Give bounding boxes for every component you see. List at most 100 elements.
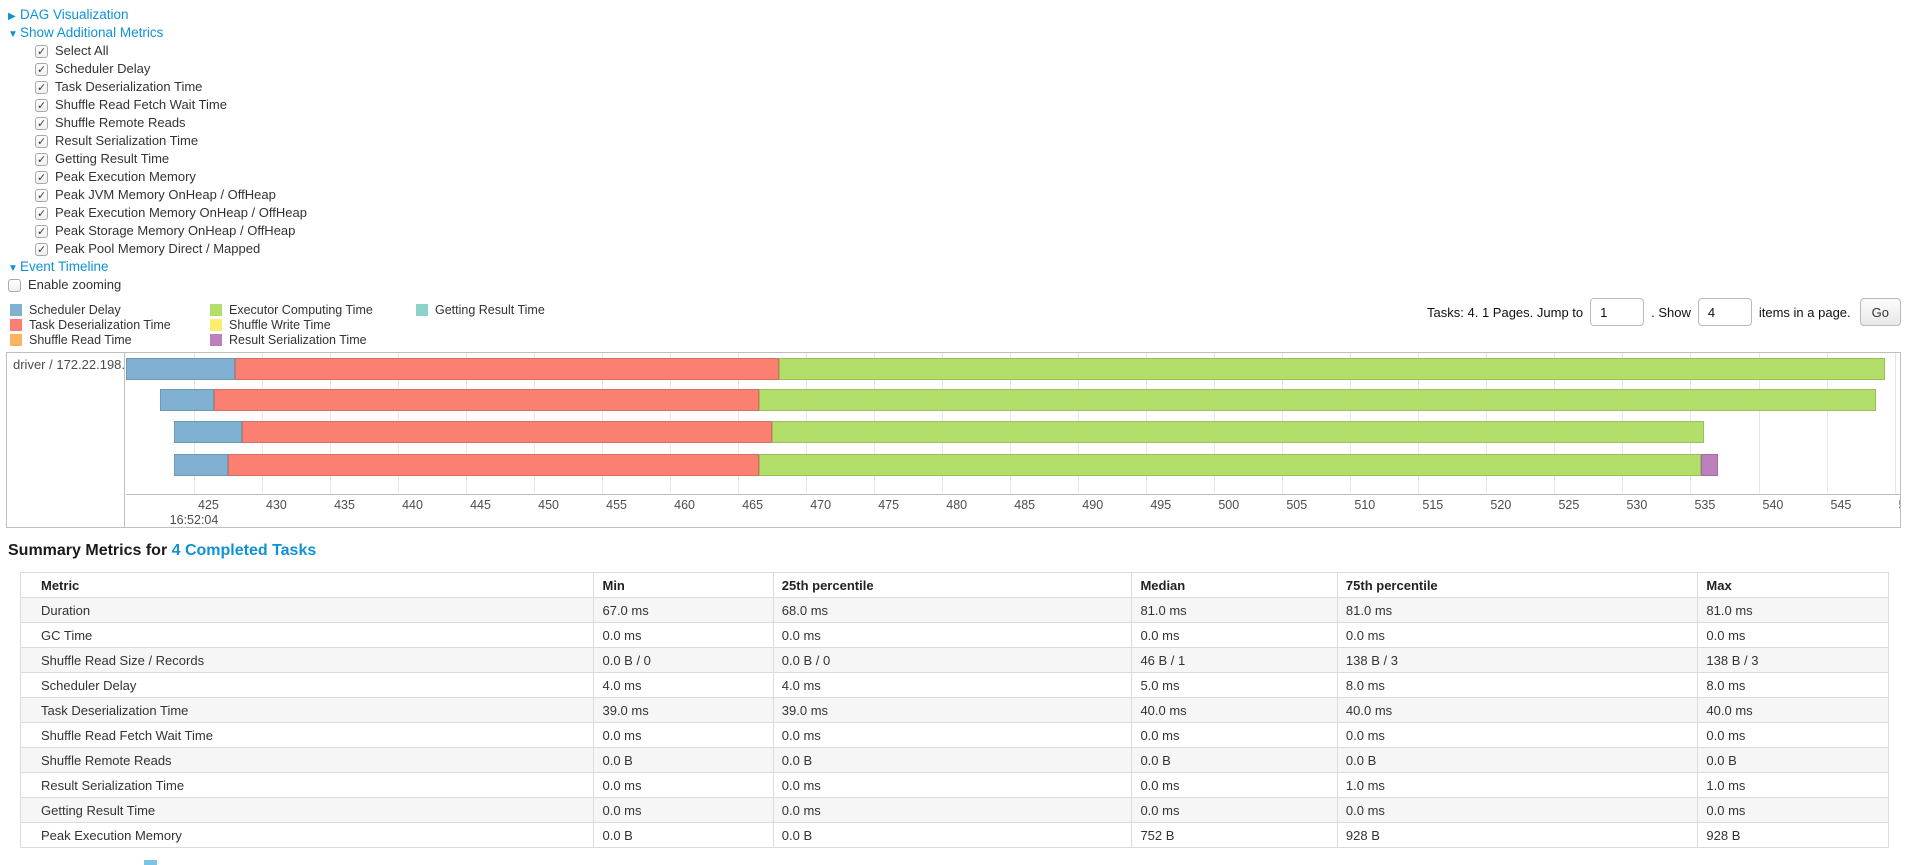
axis-tick-label: 470	[810, 498, 832, 512]
enable-zooming-checkbox[interactable]	[8, 278, 21, 292]
axis-tick-label: 510	[1354, 498, 1376, 512]
legend-label: Task Deserialization Time	[29, 317, 171, 332]
metric-value-cell: 0.0 B	[1131, 747, 1338, 773]
show-additional-metrics-toggle[interactable]: ▼ Show Additional Metrics	[8, 24, 307, 42]
additional-metrics-checkbox-list: Select All Scheduler Delay Task Deserializ…	[35, 42, 307, 259]
show-additional-metrics-link[interactable]: Show Additional Metrics	[20, 25, 164, 40]
metric-value-cell: 39.0 ms	[593, 697, 774, 723]
task-bar-segment-scheduler-delay[interactable]	[173, 421, 242, 443]
event-timeline-link[interactable]: Event Timeline	[20, 259, 109, 274]
metric-checkbox[interactable]	[35, 79, 48, 97]
task-bar-segment-task-deserialization[interactable]	[214, 389, 759, 411]
gridline	[1894, 353, 1896, 493]
metric-name-cell: Shuffle Read Size / Records	[19, 647, 595, 673]
gridline	[1826, 353, 1828, 493]
metric-value-cell: 40.0 ms	[1697, 697, 1889, 723]
metric-checkbox-row[interactable]: Result Serialization Time	[35, 132, 307, 151]
metric-name-cell: Peak Execution Memory	[19, 822, 595, 848]
axis-tick-label: 485	[1014, 498, 1036, 512]
metric-checkbox-row[interactable]: Getting Result Time	[35, 150, 307, 169]
metric-value-cell: 0.0 B	[593, 747, 774, 773]
legend-item: Shuffle Read Time	[10, 332, 196, 347]
metric-checkbox-row[interactable]: Shuffle Remote Reads	[35, 114, 307, 133]
legend-item: Shuffle Write Time	[210, 317, 402, 332]
metric-checkbox-row[interactable]: Task Deserialization Time	[35, 78, 307, 97]
metric-checkbox-label: Shuffle Read Fetch Wait Time	[55, 97, 227, 112]
metric-checkbox-row[interactable]: Shuffle Read Fetch Wait Time	[35, 96, 307, 115]
legend-label: Result Serialization Time	[229, 332, 367, 347]
legend-item: Result Serialization Time	[210, 332, 402, 347]
task-bar-segment-executor-computing[interactable]	[779, 358, 1886, 380]
legend-label: Shuffle Read Time	[29, 332, 132, 347]
metric-value-cell: 0.0 B / 0	[772, 647, 1133, 673]
axis-tick-label: 490	[1082, 498, 1104, 512]
metric-value-cell: 0.0 ms	[1697, 797, 1889, 823]
summary-metrics-table: Metric Min 25th percentile Median 75th perce…	[19, 572, 1889, 848]
task-bar-segment-scheduler-delay[interactable]	[173, 454, 229, 476]
metric-checkbox-row[interactable]: Peak Pool Memory Direct / Mapped	[35, 240, 307, 259]
metric-checkbox[interactable]	[35, 43, 48, 61]
metric-checkbox-row[interactable]: Select All	[35, 42, 307, 61]
metric-checkbox-label: Peak Execution Memory OnHeap / OffHeap	[55, 205, 307, 220]
metric-checkbox[interactable]	[35, 205, 48, 223]
axis-major-time-label: 16:52:04	[169, 513, 219, 527]
metric-checkbox-label: Task Deserialization Time	[55, 79, 203, 94]
metric-checkbox[interactable]	[35, 151, 48, 169]
metric-checkbox-row[interactable]: Peak Storage Memory OnHeap / OffHeap	[35, 222, 307, 241]
metric-value-cell: 5.0 ms	[1131, 672, 1338, 698]
table-row: Getting Result Time 0.0 ms 0.0 ms 0.0 ms 0.0…	[19, 797, 1889, 823]
metric-checkbox-row[interactable]: Scheduler Delay	[35, 60, 307, 79]
task-bar-segment-task-deserialization[interactable]	[241, 421, 773, 443]
timeline-group-column: driver / 172.22.198.104	[7, 353, 147, 527]
metric-checkbox[interactable]	[35, 61, 48, 79]
dag-visualization-toggle[interactable]: ▶ DAG Visualization	[8, 6, 307, 24]
metric-value-cell: 752 B	[1131, 822, 1338, 848]
table-row: Scheduler Delay 4.0 ms 4.0 ms 5.0 ms 8.0 ms 8…	[19, 672, 1889, 698]
metric-name-cell: Shuffle Remote Reads	[19, 747, 595, 773]
metric-name-cell: Getting Result Time	[19, 797, 595, 823]
metric-value-cell: 1.0 ms	[1697, 772, 1889, 798]
task-bar-segment-executor-computing[interactable]	[758, 389, 1876, 411]
dag-visualization-link[interactable]: DAG Visualization	[20, 7, 129, 22]
task-bar-segment-scheduler-delay[interactable]	[160, 389, 215, 411]
metric-value-cell: 0.0 B	[593, 822, 774, 848]
go-button[interactable]: Go	[1859, 298, 1901, 326]
metric-checkbox-row[interactable]: Peak JVM Memory OnHeap / OffHeap	[35, 186, 307, 205]
metric-checkbox[interactable]	[35, 97, 48, 115]
task-bar-segment-task-deserialization[interactable]	[228, 454, 759, 476]
metric-checkbox-label: Peak Execution Memory	[55, 169, 196, 184]
executor-group-label: driver / 172.22.198.104	[13, 357, 147, 372]
metric-checkbox[interactable]	[35, 115, 48, 133]
metric-checkbox-label: Peak Pool Memory Direct / Mapped	[55, 241, 261, 256]
metric-checkbox-row[interactable]: Peak Execution Memory	[35, 168, 307, 187]
jump-to-page-input[interactable]	[1590, 298, 1645, 326]
metric-checkbox[interactable]	[35, 169, 48, 187]
metric-value-cell: 0.0 ms	[1336, 622, 1699, 648]
metric-value-cell: 81.0 ms	[1697, 597, 1889, 623]
table-row: Shuffle Read Fetch Wait Time 0.0 ms 0.0 ms…	[19, 722, 1889, 748]
task-bar-segment-executor-computing[interactable]	[758, 454, 1702, 476]
enable-zooming-option[interactable]: Enable zooming	[8, 276, 307, 294]
axis-tick-label: 460	[674, 498, 696, 512]
legend-label: Scheduler Delay	[29, 302, 121, 317]
next-section-clipped-fragment	[144, 860, 157, 865]
event-timeline-toggle[interactable]: ▼ Event Timeline	[8, 258, 307, 276]
completed-tasks-link[interactable]: 4 Completed Tasks	[171, 542, 317, 559]
axis-tick-label: 530	[1626, 498, 1648, 512]
task-bar-segment-task-deserialization[interactable]	[234, 358, 779, 380]
task-bar-segment-scheduler-delay[interactable]	[126, 358, 235, 380]
metric-checkbox-row[interactable]: Peak Execution Memory OnHeap / OffHeap	[35, 204, 307, 223]
metric-value-cell: 81.0 ms	[1336, 597, 1699, 623]
task-bar-segment-result-serialization[interactable]	[1701, 454, 1718, 476]
metric-value-cell: 928 B	[1336, 822, 1699, 848]
table-header-cell: Min	[593, 572, 774, 598]
axis-tick-label: 465	[742, 498, 764, 512]
metric-checkbox[interactable]	[35, 133, 48, 151]
metric-checkbox[interactable]	[35, 187, 48, 205]
metric-checkbox[interactable]	[35, 223, 48, 241]
axis-tick-label: 475	[878, 498, 900, 512]
task-bar-segment-executor-computing[interactable]	[772, 421, 1705, 443]
metric-checkbox[interactable]	[35, 241, 48, 259]
items-per-page-input[interactable]	[1697, 298, 1752, 326]
axis-tick-label: 480	[946, 498, 968, 512]
